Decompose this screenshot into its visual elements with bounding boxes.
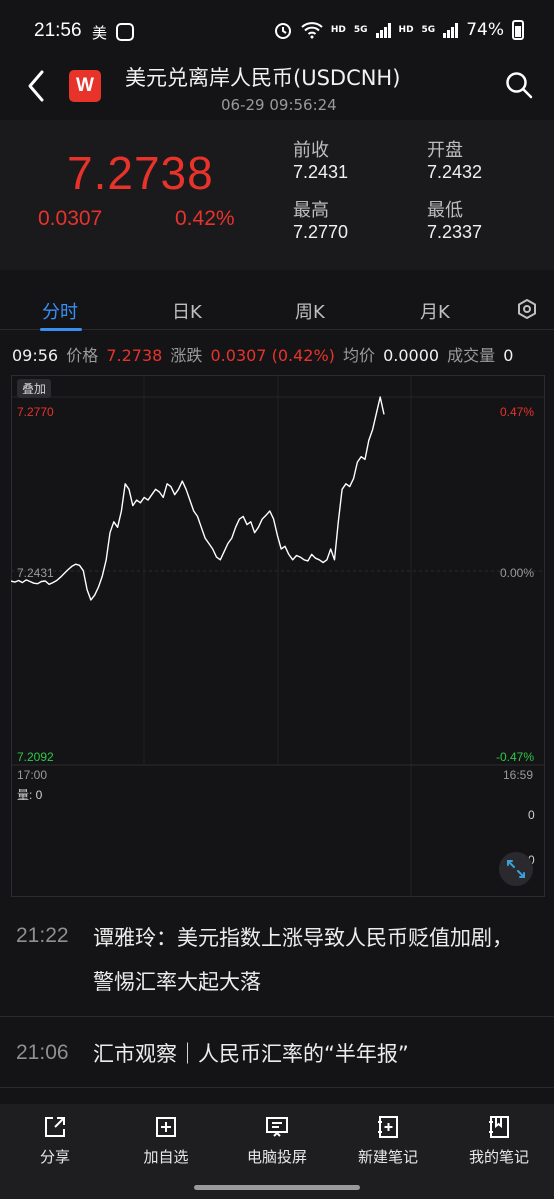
quote-panel bbox=[0, 120, 554, 270]
chart-period-tabs: 分时 日K 周K 月K bbox=[0, 290, 554, 331]
add-watchlist-button[interactable]: 加自选 bbox=[116, 1114, 216, 1167]
info-volume: 0 bbox=[503, 346, 514, 365]
fullscreen-expand-icon[interactable] bbox=[499, 852, 533, 886]
status-bar: 21:56 美 HD 5G HD 5G 74% bbox=[0, 0, 554, 62]
open-value: 7.2432 bbox=[427, 162, 483, 182]
crosshair-info-row: 09:56 价格 7.2738 涨跌 0.0307 (0.42%) 均价 0.0… bbox=[12, 342, 552, 366]
news-time: 21:06 bbox=[16, 1041, 69, 1064]
hd-indicator: HD bbox=[330, 25, 346, 35]
y-axis-mid-label: 7.2431 bbox=[17, 566, 54, 580]
price-series-line bbox=[11, 396, 385, 601]
x-axis-start-label: 17:00 bbox=[17, 768, 48, 782]
my-notes-button[interactable]: 我的笔记 bbox=[449, 1114, 549, 1167]
screen-cast-button[interactable]: 电脑投屏 bbox=[227, 1114, 327, 1167]
price-change-percent: 0.42% bbox=[175, 207, 235, 230]
page-title: 美元兑离岸人民币(USDCNH) bbox=[125, 66, 401, 90]
volume-axis-bottom: 0 bbox=[528, 853, 535, 867]
signal-icon-2 bbox=[443, 22, 459, 38]
news-headline[interactable]: 谭雅玲：美元指数上涨导致人民币贬值加剧，警惕汇率大起大落 bbox=[93, 926, 513, 994]
y-axis-bottom-label: 7.2092 bbox=[17, 750, 54, 764]
prev-close-label: 前收 bbox=[293, 140, 329, 161]
y-axis-top-label: 7.2770 bbox=[17, 405, 54, 419]
app-header: W 美元兑离岸人民币(USDCNH) 06-29 09:56:24 bbox=[0, 58, 554, 120]
volume-label: 量: 0 bbox=[17, 788, 43, 802]
info-volume-label: 成交量 bbox=[447, 346, 496, 365]
price-change: 0.0307 bbox=[38, 207, 103, 230]
high-label: 最高 bbox=[293, 200, 329, 221]
info-avg: 0.0000 bbox=[383, 346, 440, 365]
quote-datetime: 06-29 09:56:24 bbox=[221, 96, 337, 114]
overlay-button[interactable]: 叠加 bbox=[17, 379, 52, 398]
tab-intraday[interactable]: 分时 bbox=[42, 302, 78, 323]
news-headline[interactable]: 汇市观察｜人民币汇率的“半年报” bbox=[93, 1042, 409, 1066]
5g-indicator-2: 5G bbox=[421, 25, 436, 35]
new-note-label: 新建笔记 bbox=[357, 1148, 418, 1166]
new-note-icon bbox=[378, 1116, 398, 1138]
pct-axis-mid-label: 0.00% bbox=[500, 566, 535, 580]
5g-indicator: 5G bbox=[353, 25, 368, 35]
chart-settings-icon[interactable] bbox=[516, 298, 538, 320]
info-change-label: 涨跌 bbox=[170, 346, 203, 365]
back-arrow-icon[interactable] bbox=[22, 66, 52, 106]
tab-daily-k[interactable]: 日K bbox=[172, 302, 202, 323]
status-time: 21:56 bbox=[34, 20, 82, 41]
info-price: 7.2738 bbox=[106, 346, 163, 365]
screen-cast-icon bbox=[266, 1117, 288, 1137]
news-item[interactable]: 21:22 谭雅玲：美元指数上涨导致人民币贬值加剧，警惕汇率大起大落 bbox=[0, 905, 554, 1017]
pct-axis-bottom-label: -0.47% bbox=[496, 750, 535, 764]
search-icon[interactable] bbox=[504, 70, 534, 100]
news-time: 21:22 bbox=[16, 924, 69, 947]
info-change: 0.0307 (0.42%) bbox=[210, 346, 335, 365]
info-avg-label: 均价 bbox=[342, 346, 375, 365]
chart-grid bbox=[11, 375, 545, 897]
wifi-icon bbox=[301, 22, 323, 39]
app-logo: W bbox=[69, 70, 101, 102]
news-item[interactable]: 21:06 汇市观察｜人民币汇率的“半年报” bbox=[0, 1018, 554, 1088]
intraday-chart[interactable] bbox=[11, 375, 545, 897]
hd-indicator-2: HD bbox=[398, 25, 414, 35]
low-label: 最低 bbox=[427, 200, 463, 221]
home-indicator bbox=[194, 1185, 360, 1190]
x-axis-end-label: 16:59 bbox=[503, 768, 534, 782]
info-price-label: 价格 bbox=[66, 346, 99, 365]
active-tab-indicator bbox=[40, 328, 82, 331]
alarm-icon bbox=[274, 23, 291, 39]
screen-cast-label: 电脑投屏 bbox=[246, 1148, 307, 1166]
current-price: 7.2738 bbox=[67, 147, 214, 199]
add-watchlist-label: 加自选 bbox=[143, 1148, 189, 1166]
bottom-toolbar: 分享 加自选 电脑投屏 新建笔记 我的笔记 bbox=[0, 1104, 554, 1199]
share-icon bbox=[45, 1117, 65, 1137]
tab-monthly-k[interactable]: 月K bbox=[420, 302, 450, 323]
signal-icon bbox=[375, 22, 391, 38]
volume-axis-top: 0 bbox=[528, 808, 535, 822]
my-notes-icon bbox=[489, 1116, 509, 1138]
app-notification-icon bbox=[116, 23, 134, 41]
open-label: 开盘 bbox=[427, 140, 463, 161]
status-carrier: 美 bbox=[92, 24, 108, 42]
battery-icon bbox=[512, 20, 524, 40]
status-indicators: HD 5G HD 5G 74% bbox=[273, 20, 524, 40]
share-label: 分享 bbox=[39, 1148, 70, 1166]
pct-axis-top-label: 0.47% bbox=[500, 405, 535, 419]
add-watchlist-icon bbox=[156, 1117, 176, 1137]
low-value: 7.2337 bbox=[427, 222, 483, 242]
battery-percent: 74% bbox=[466, 20, 504, 40]
new-note-button[interactable]: 新建笔记 bbox=[338, 1114, 438, 1167]
my-notes-label: 我的笔记 bbox=[468, 1148, 529, 1166]
prev-close-value: 7.2431 bbox=[293, 162, 349, 182]
tab-weekly-k[interactable]: 周K bbox=[295, 302, 325, 323]
high-value: 7.2770 bbox=[293, 222, 349, 242]
info-time: 09:56 bbox=[12, 346, 59, 365]
share-button[interactable]: 分享 bbox=[5, 1114, 105, 1167]
